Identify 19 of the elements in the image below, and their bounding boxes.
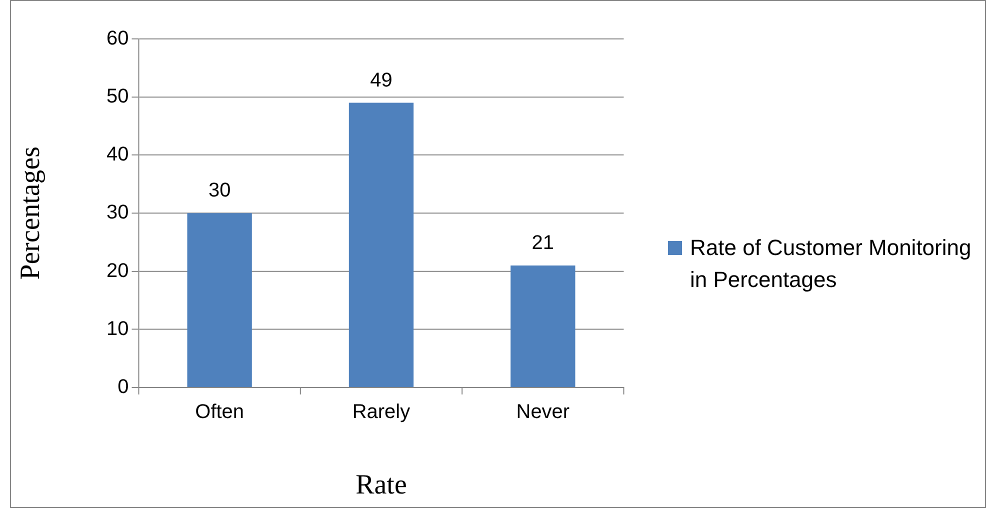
y-tick-label: 20 [106, 260, 129, 282]
data-label: 49 [370, 69, 392, 92]
data-label: 21 [532, 232, 554, 254]
bar [348, 102, 414, 387]
x-tick-label: Rarely [352, 400, 410, 423]
y-tick-label: 60 [106, 27, 129, 50]
bar [187, 213, 252, 387]
data-label: 30 [208, 180, 231, 202]
y-tick-label: 0 [118, 376, 129, 398]
x-tick-label: Often [195, 400, 244, 423]
y-tick-label: 30 [106, 202, 129, 224]
y-tick-label: 50 [106, 85, 129, 108]
y-tick-label: 40 [106, 144, 129, 166]
y-axis-title: Percentages [15, 146, 46, 280]
bar [510, 265, 576, 387]
y-tick-label: 10 [106, 318, 129, 340]
x-axis-title: Rate [356, 470, 407, 501]
legend-label: Rate of Customer Monitoring in Percentages [690, 234, 972, 294]
x-tick-label: Never [516, 400, 570, 423]
